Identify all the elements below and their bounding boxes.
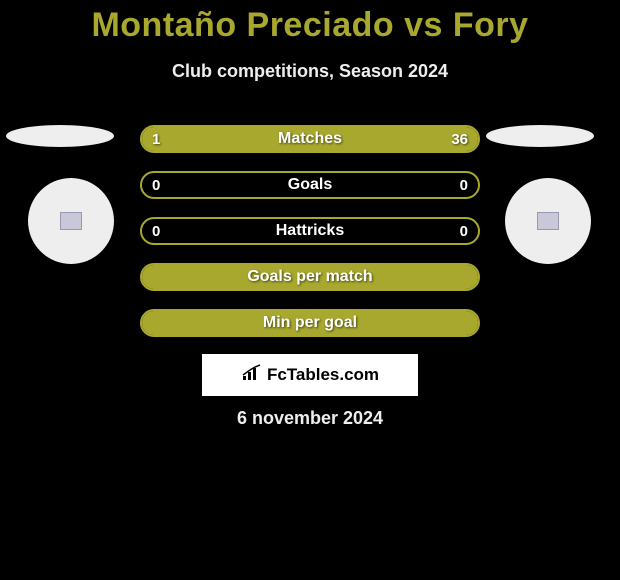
- date-text: 6 november 2024: [0, 408, 620, 429]
- stat-bar: Goals0 0: [140, 171, 480, 199]
- stat-bar: Matches1 36: [140, 125, 480, 153]
- player-left-ellipse: [6, 125, 114, 147]
- chart-icon: [241, 364, 263, 387]
- jersey-icon: [537, 212, 559, 230]
- player-right-ellipse: [486, 125, 594, 147]
- stat-value-left: 0: [152, 173, 160, 197]
- stat-label: Hattricks: [142, 219, 478, 243]
- jersey-icon: [60, 212, 82, 230]
- stat-label: Goals per match: [142, 265, 478, 289]
- logo-box[interactable]: FcTables.com: [202, 354, 418, 396]
- logo-label: FcTables.com: [267, 365, 379, 385]
- subtitle: Club competitions, Season 2024: [0, 61, 620, 82]
- stat-bar: Goals per match: [140, 263, 480, 291]
- stat-label: Min per goal: [142, 311, 478, 335]
- player-right-avatar: [505, 178, 591, 264]
- stat-label: Matches: [142, 127, 478, 151]
- stat-value-left: 1: [152, 127, 160, 151]
- stat-value-right: 0: [460, 173, 468, 197]
- stat-value-left: 0: [152, 219, 160, 243]
- stat-value-right: 36: [451, 127, 468, 151]
- stat-label: Goals: [142, 173, 478, 197]
- logo-text: FcTables.com: [241, 364, 379, 387]
- stat-bar: Hattricks0 0: [140, 217, 480, 245]
- player-left-avatar: [28, 178, 114, 264]
- stats-container: Matches136Goals00Hattricks00Goals per ma…: [140, 125, 480, 355]
- page-title: Montaño Preciado vs Fory: [0, 0, 620, 45]
- stat-bar: Min per goal: [140, 309, 480, 337]
- stat-value-right: 0: [460, 219, 468, 243]
